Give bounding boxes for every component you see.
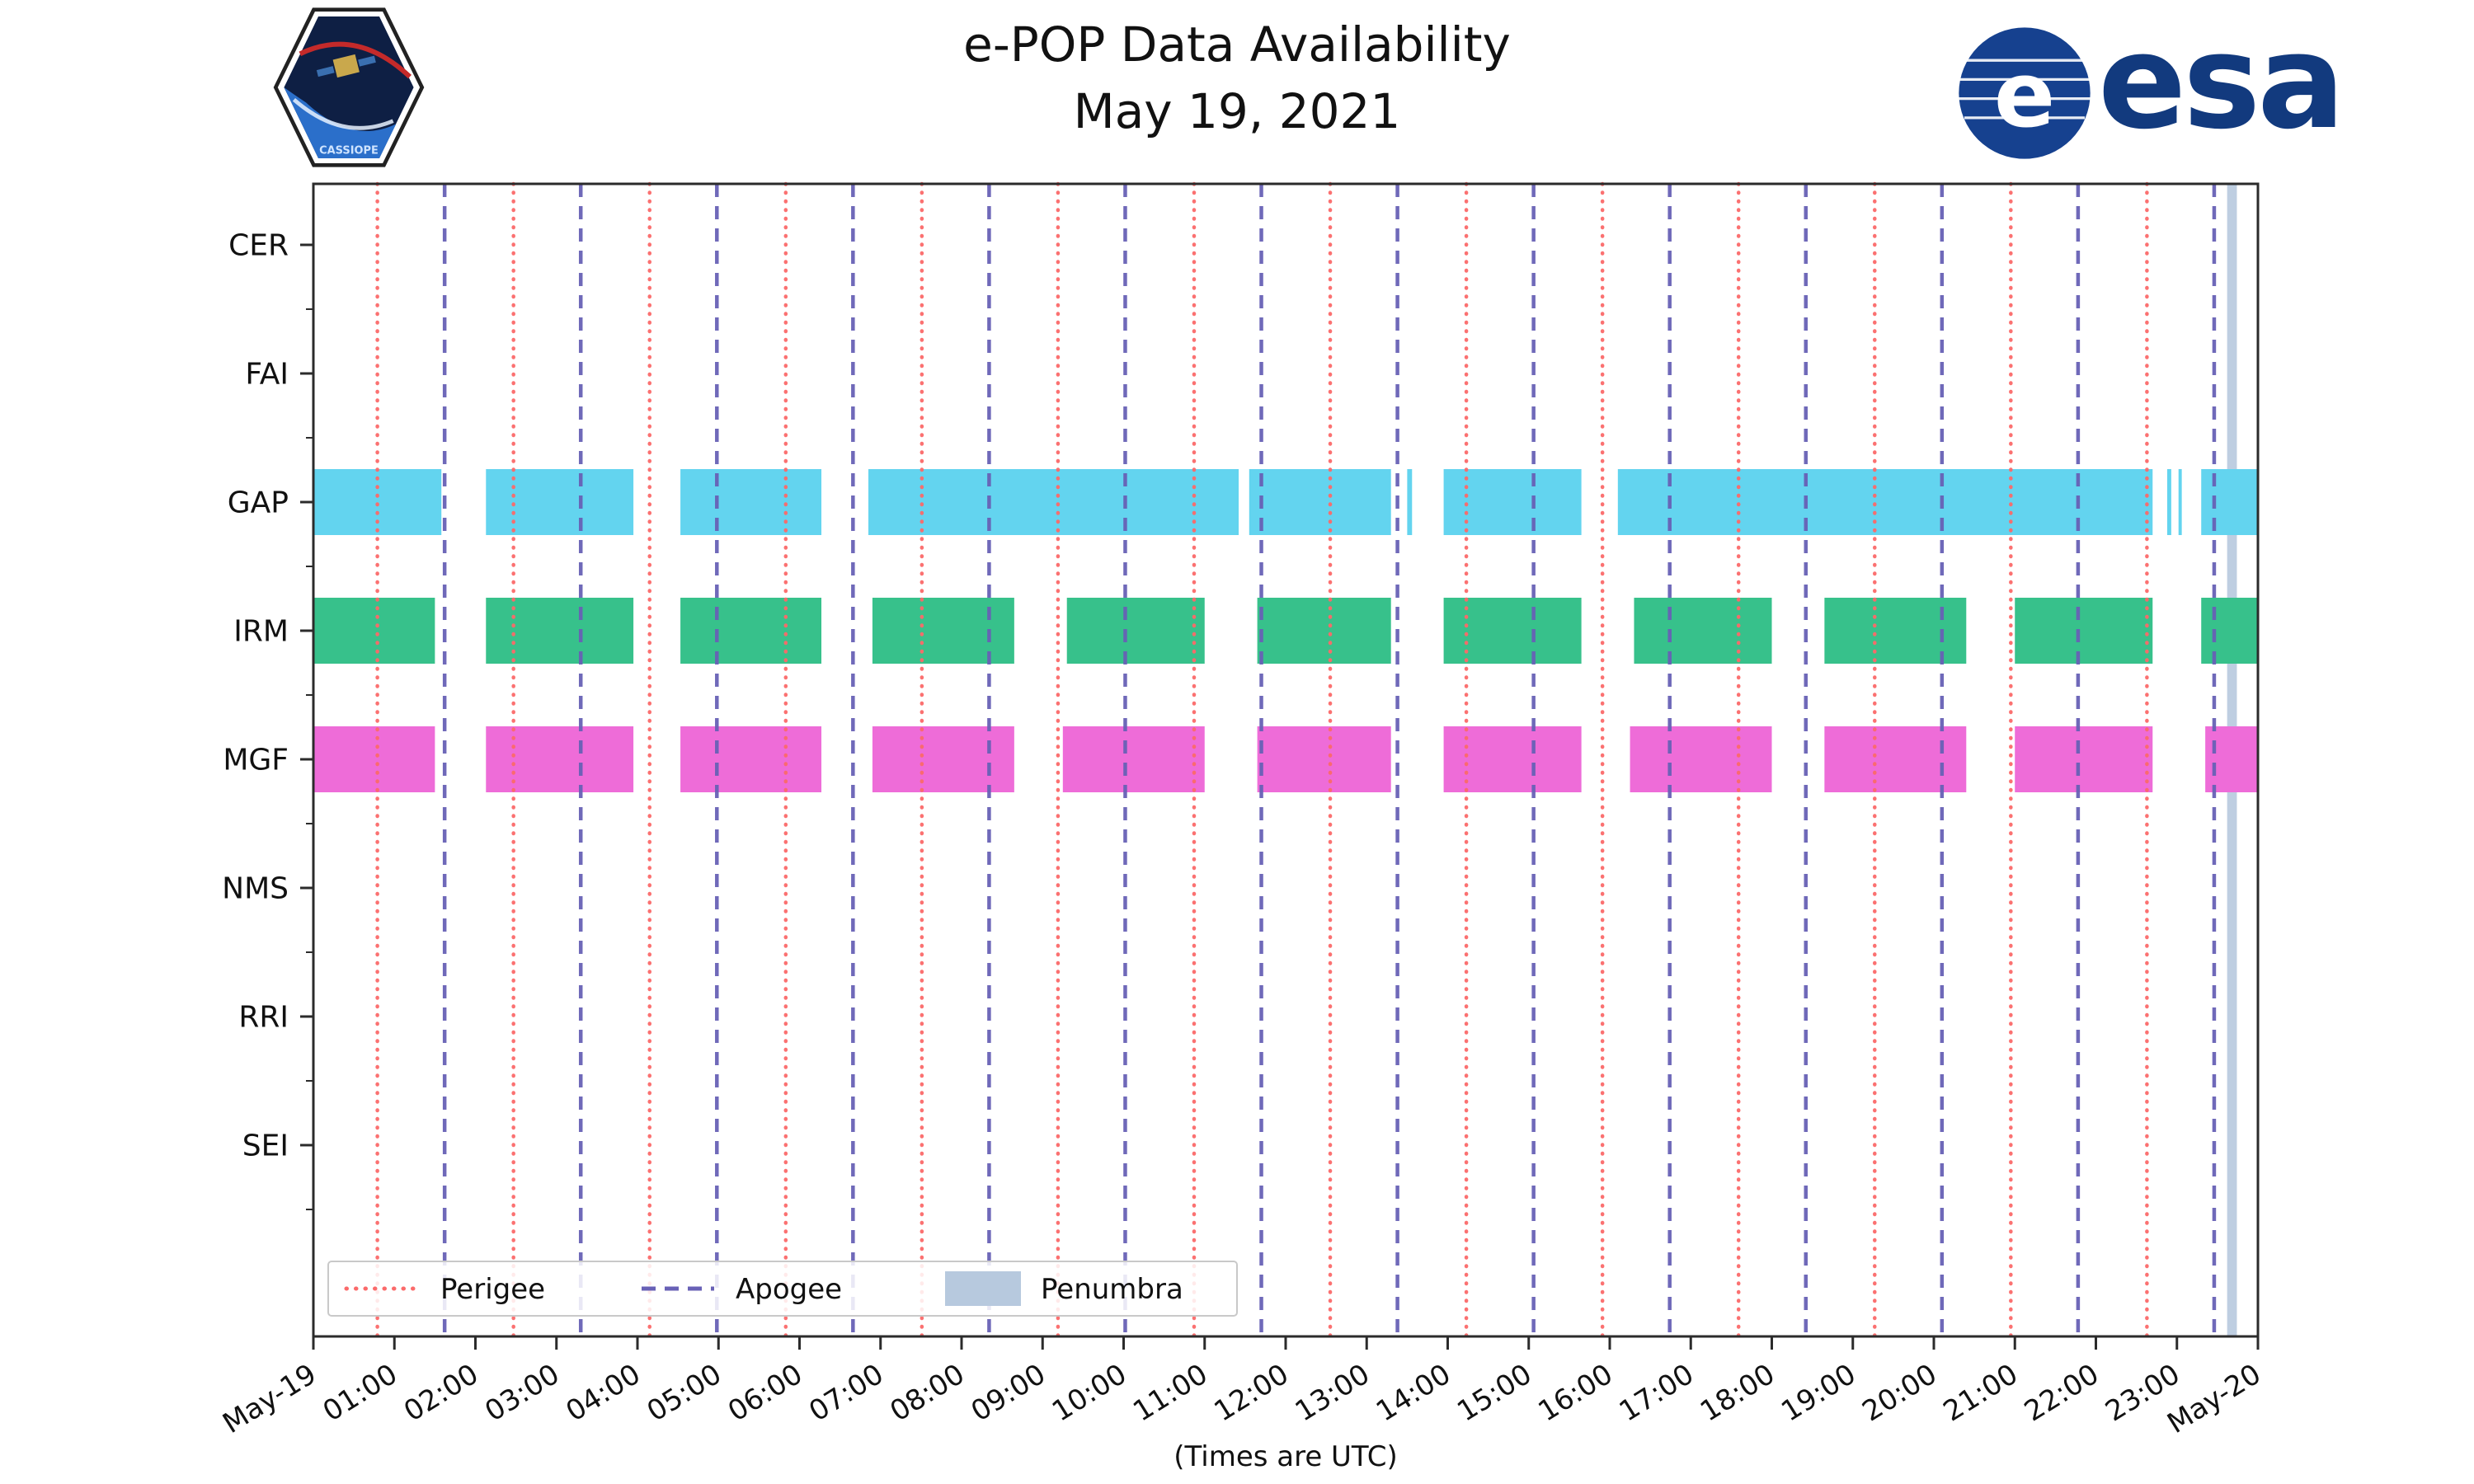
availability-bar-gap bbox=[680, 469, 822, 535]
x-axis-title: (Times are UTC) bbox=[1174, 1440, 1397, 1473]
patch-satellite bbox=[316, 54, 376, 78]
chart-subtitle: May 19, 2021 bbox=[1073, 83, 1401, 140]
x-tick-label: 11:00 bbox=[1127, 1358, 1213, 1429]
availability-bar-irm bbox=[1443, 598, 1582, 664]
x-tick-label: 15:00 bbox=[1451, 1358, 1537, 1429]
availability-bar-irm bbox=[1066, 598, 1205, 664]
availability-bar-mgf bbox=[872, 726, 1014, 792]
x-tick-label: 06:00 bbox=[722, 1358, 808, 1429]
availability-bar-irm bbox=[1634, 598, 1772, 664]
cassiope-label: CASSIOPE bbox=[319, 144, 379, 157]
x-tick-label: 19:00 bbox=[1776, 1358, 1861, 1429]
availability-bar-mgf bbox=[2205, 726, 2258, 792]
availability-bar-mgf bbox=[1062, 726, 1205, 792]
row-label-gap: GAP bbox=[228, 486, 289, 520]
x-tick-label: May-19 bbox=[217, 1358, 322, 1440]
availability-bar-gap bbox=[2166, 469, 2171, 535]
row-label-nms: NMS bbox=[222, 872, 289, 906]
row-label-rri: RRI bbox=[238, 1001, 289, 1035]
availability-bar-irm bbox=[1257, 598, 1391, 664]
row-label-cer: CER bbox=[228, 229, 289, 263]
availability-bar-gap bbox=[1443, 469, 1582, 535]
row-label-fai: FAI bbox=[245, 358, 289, 392]
availability-bar-irm bbox=[872, 598, 1014, 664]
x-tick-label: 07:00 bbox=[803, 1358, 889, 1429]
availability-bar-gap bbox=[1249, 469, 1391, 535]
x-tick-label: 04:00 bbox=[560, 1358, 646, 1429]
x-tick-label: 22:00 bbox=[2019, 1358, 2105, 1429]
x-tick-label: 01:00 bbox=[317, 1358, 403, 1429]
x-tick-label: 03:00 bbox=[479, 1358, 565, 1429]
legend-penumbra-swatch bbox=[945, 1271, 1021, 1306]
x-tick-label: 20:00 bbox=[1856, 1358, 1942, 1429]
availability-bar-mgf bbox=[1824, 726, 1967, 792]
legend-perigee-label: Perigee bbox=[440, 1273, 545, 1306]
x-tick-label: 09:00 bbox=[966, 1358, 1051, 1429]
svg-text:e: e bbox=[1994, 42, 2055, 148]
x-tick-label: 14:00 bbox=[1371, 1358, 1456, 1429]
availability-bar-mgf bbox=[313, 726, 435, 792]
patch-earth bbox=[284, 87, 397, 158]
x-tick-label: 10:00 bbox=[1047, 1358, 1132, 1429]
availability-bar-mgf bbox=[680, 726, 822, 792]
x-tick-label: 13:00 bbox=[1290, 1358, 1376, 1429]
esa-globe-icon: e bbox=[1959, 27, 2091, 159]
x-tick-label: 21:00 bbox=[1938, 1358, 2024, 1429]
availability-bar-mgf bbox=[1257, 726, 1391, 792]
x-tick-label: 12:00 bbox=[1208, 1358, 1294, 1429]
cassiope-logo: CASSIOPE bbox=[273, 7, 425, 167]
x-tick-label: 17:00 bbox=[1614, 1358, 1700, 1429]
row-label-mgf: MGF bbox=[223, 744, 289, 777]
esa-wordmark: esa bbox=[2098, 7, 2345, 158]
availability-bar-mgf bbox=[486, 726, 634, 792]
availability-bar-gap bbox=[1617, 469, 2153, 535]
availability-bar-irm bbox=[313, 598, 435, 664]
esa-logo: e esa bbox=[1956, 17, 2345, 162]
x-tick-label: 16:00 bbox=[1532, 1358, 1618, 1429]
legend-penumbra-label: Penumbra bbox=[1041, 1273, 1183, 1306]
x-tick-label: May-20 bbox=[2161, 1358, 2266, 1440]
availability-bar-mgf bbox=[1630, 726, 1772, 792]
availability-bar-irm bbox=[2015, 598, 2153, 664]
availability-bar-gap bbox=[486, 469, 634, 535]
chart-title: e-POP Data Availability bbox=[963, 16, 1511, 73]
x-tick-label: 02:00 bbox=[398, 1358, 484, 1429]
availability-bar-gap bbox=[2178, 469, 2182, 535]
availability-bar-mgf bbox=[1443, 726, 1582, 792]
x-tick-label: 05:00 bbox=[642, 1358, 727, 1429]
availability-bar-irm bbox=[486, 598, 634, 664]
row-label-irm: IRM bbox=[233, 615, 289, 649]
availability-bar-irm bbox=[680, 598, 822, 664]
availability-bar-mgf bbox=[2015, 726, 2153, 792]
availability-bar-gap bbox=[868, 469, 1239, 535]
legend-apogee-label: Apogee bbox=[736, 1273, 842, 1306]
x-tick-label: 18:00 bbox=[1695, 1358, 1780, 1429]
patch-orbit-swoosh bbox=[299, 41, 412, 79]
availability-bar-gap bbox=[2201, 469, 2258, 535]
chart-header: e-POP Data Availability May 19, 2021 bbox=[0, 12, 2474, 145]
availability-bar-irm bbox=[1824, 598, 1967, 664]
row-label-sei: SEI bbox=[242, 1129, 289, 1163]
patch-earth-cloud bbox=[292, 97, 394, 130]
availability-bar-irm bbox=[2201, 598, 2258, 664]
availability-bar-gap bbox=[1407, 469, 1413, 535]
x-tick-label: 08:00 bbox=[884, 1358, 970, 1429]
